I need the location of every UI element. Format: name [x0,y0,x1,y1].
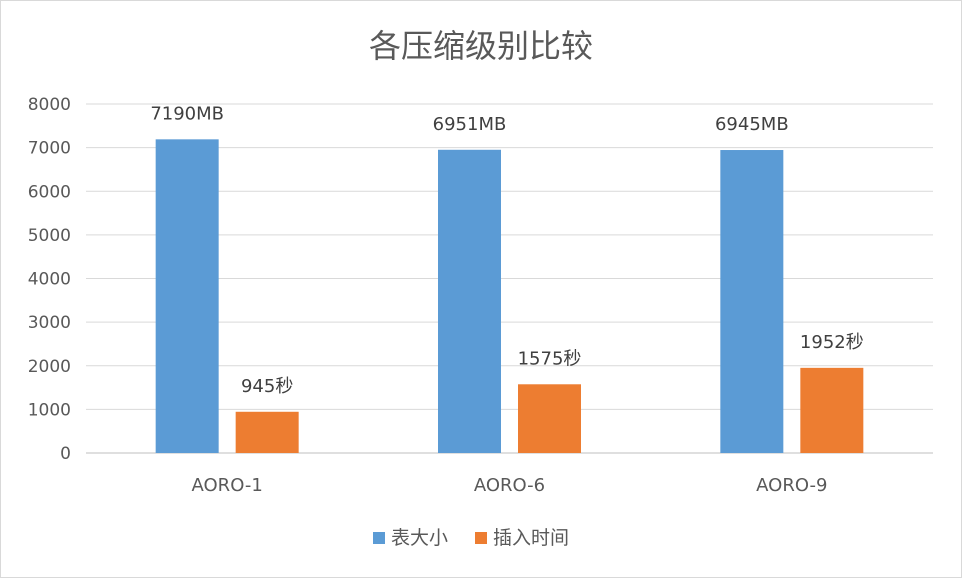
legend-label: 插入时间 [493,527,569,549]
y-tick-label: 4000 [28,270,71,290]
x-tick-label: AORO-9 [756,475,827,496]
bars [155,139,864,454]
bar-insert-time [518,384,581,453]
data-label: 6945MB [715,114,789,135]
x-tick-label: AORO-6 [474,475,545,496]
data-label: 1575秒 [518,348,582,369]
y-tick-label: 2000 [28,357,71,377]
legend-swatch [373,532,385,544]
legend-swatch [475,532,487,544]
bar-insert-time [235,411,299,453]
data-label: 7190MB [150,103,224,124]
y-axis: 0 1000 2000 3000 4000 5000 6000 7000 8000 [28,95,71,464]
chart-title: 各压缩级别比较 [369,27,593,65]
bar-insert-time [800,367,864,453]
x-axis: AORO-1 AORO-6 AORO-9 [192,475,828,496]
y-tick-label: 0 [60,444,71,464]
gridlines [86,103,933,454]
bar-table-size [720,150,784,454]
x-tick-label: AORO-1 [192,475,263,496]
bar-table-size [438,149,501,453]
y-tick-label: 8000 [28,95,71,115]
data-label: 945秒 [241,376,293,397]
y-tick-label: 3000 [28,313,71,333]
data-label: 1952秒 [800,332,864,353]
legend-label: 表大小 [391,527,448,549]
y-tick-label: 7000 [28,139,71,159]
data-labels: 7190MB 945秒 6951MB 1575秒 6945MB 1952秒 [150,103,863,396]
data-label: 6951MB [433,114,507,135]
y-tick-label: 5000 [28,226,71,246]
y-tick-label: 6000 [28,182,71,202]
legend: 表大小 插入时间 [373,527,569,549]
y-tick-label: 1000 [28,400,71,420]
bar-table-size [155,139,219,453]
